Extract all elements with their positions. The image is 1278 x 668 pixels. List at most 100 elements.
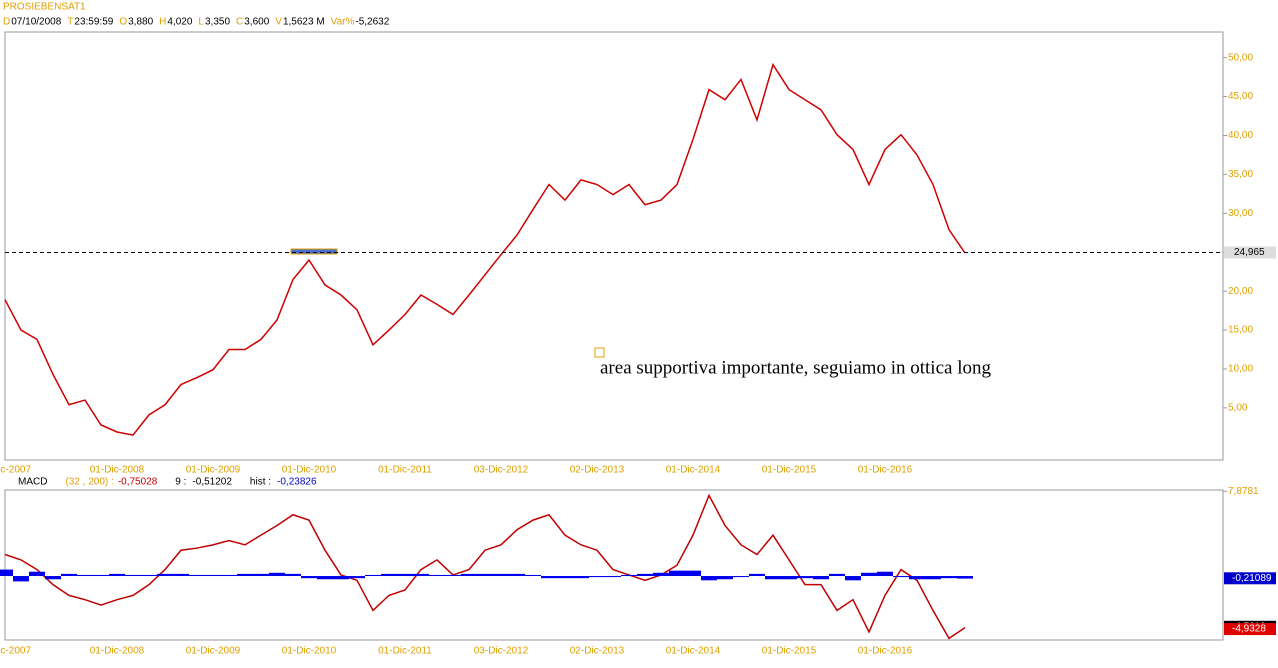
hist-bar — [829, 573, 845, 577]
hist-bar — [669, 570, 685, 577]
hist-bar — [333, 576, 349, 580]
field-key: C — [236, 17, 243, 28]
hist-bar — [813, 576, 829, 580]
hist-bar — [141, 574, 157, 577]
field-key: O — [119, 17, 127, 28]
hist-bar — [717, 576, 733, 580]
hist-bar — [541, 576, 557, 579]
hist-bar — [749, 573, 765, 577]
x-tick-label: 01-Dic-2010 — [282, 465, 337, 476]
hist-bar — [45, 576, 61, 580]
hist-bar — [397, 573, 413, 577]
field-key: H — [159, 17, 166, 28]
hist-bar — [93, 574, 109, 577]
hist-bar — [301, 576, 317, 579]
macd-frame — [4, 489, 1224, 641]
x-tick-label: 01-Dic-2009 — [186, 465, 241, 476]
field-key: L — [198, 17, 204, 28]
hist-bar — [925, 576, 941, 580]
hist-bar — [237, 573, 253, 577]
macd-params: (32 , 200) : — [65, 477, 113, 488]
y-tick-label: 30,00 — [1228, 208, 1253, 219]
title: PROSIEBENSAT1 — [3, 2, 86, 13]
x-tick-label: 01-Dic-2016 — [858, 646, 913, 657]
hist-bar — [221, 574, 237, 577]
hist-bar — [29, 571, 45, 577]
readout-value: -0,23826 — [277, 477, 317, 488]
x-tick-label: 02-Dic-2013 — [570, 646, 625, 657]
x-tick-label: 02-Dic-2013 — [570, 465, 625, 476]
y-tick-label: 10,00 — [1228, 364, 1253, 375]
hist-bar — [845, 576, 861, 581]
hist-bar — [205, 574, 221, 577]
x-tick-label: 01-Dic-2009 — [186, 646, 241, 657]
x-tick-label: 01-Dic-2015 — [762, 646, 817, 657]
hist-bar — [77, 574, 93, 577]
line — [4, 493, 966, 640]
hist-bar — [493, 573, 509, 577]
hist-bar — [157, 573, 173, 577]
x-tick-label: 01-Dic-2008 — [90, 646, 145, 657]
hist-bar — [253, 573, 269, 577]
readout-key: 9 : — [175, 477, 186, 488]
field-key: T — [67, 17, 73, 28]
field-value: 1,5623 M — [283, 17, 325, 28]
hist-bar — [637, 573, 653, 577]
level-tag — [1224, 246, 1276, 259]
hist-bar — [957, 576, 973, 579]
hist-bar — [269, 572, 285, 577]
hist-bar — [861, 572, 877, 577]
y-tick-label: 20,00 — [1228, 286, 1253, 297]
x-tick-label: 01-Dic-2011 — [378, 465, 432, 476]
y-tick-label: 15,00 — [1228, 325, 1253, 336]
x-tick-label: 01-Dic-2015 — [762, 465, 817, 476]
hist-bar — [797, 576, 813, 579]
hist-bar — [429, 574, 445, 577]
hist-bar — [781, 576, 797, 580]
hist-bar — [701, 576, 717, 581]
field-value: 3,350 — [205, 17, 230, 28]
x-tick-label: Dic-2007 — [0, 465, 31, 476]
x-tick-label: 01-Dic-2011 — [378, 646, 432, 657]
x-tick-label: 03-Dic-2012 — [474, 646, 529, 657]
hist-bar — [765, 576, 781, 580]
hist-bar — [589, 576, 605, 578]
hist-bar — [893, 576, 909, 578]
hist-bar — [525, 574, 541, 577]
field-key: V — [275, 17, 282, 28]
hist-bar — [349, 576, 365, 579]
y-tick-label: 35,00 — [1228, 169, 1253, 180]
hist-bar — [941, 576, 957, 579]
annotation-marker — [594, 347, 605, 358]
y-tick-label: 7,8781 — [1228, 486, 1259, 497]
hist-bar — [461, 573, 477, 577]
hist-bar — [909, 576, 925, 580]
hist-bar — [13, 576, 29, 582]
macd-title: MACD — [18, 477, 47, 488]
hist-bar — [109, 573, 125, 577]
hist-bar — [189, 574, 205, 577]
x-tick-label: 01-Dic-2008 — [90, 465, 145, 476]
field-value: 4,020 — [167, 17, 192, 28]
line — [4, 62, 966, 436]
price-frame — [4, 31, 1224, 461]
y-tick-label: 40,00 — [1228, 130, 1253, 141]
field-value: -5,2632 — [355, 17, 389, 28]
x-tick-label: 01-Dic-2014 — [666, 465, 721, 476]
hist-bar — [605, 576, 621, 578]
y-tick-label: 45,00 — [1228, 91, 1253, 102]
field-key: D — [3, 17, 10, 28]
field-value: 07/10/2008 — [11, 17, 61, 28]
readout-value: -0,75028 — [118, 477, 158, 488]
hist-bar — [877, 571, 893, 577]
x-tick-label: Dic-2007 — [0, 646, 31, 657]
field-value: 3,880 — [128, 17, 153, 28]
hist-bar — [509, 573, 525, 577]
hist-bar — [381, 573, 397, 577]
hist-bar — [61, 573, 77, 577]
hist-bar — [365, 574, 381, 577]
hist-bar — [653, 572, 669, 577]
field-key: Var% — [331, 17, 355, 28]
level-label: 24,965 — [1234, 247, 1265, 258]
